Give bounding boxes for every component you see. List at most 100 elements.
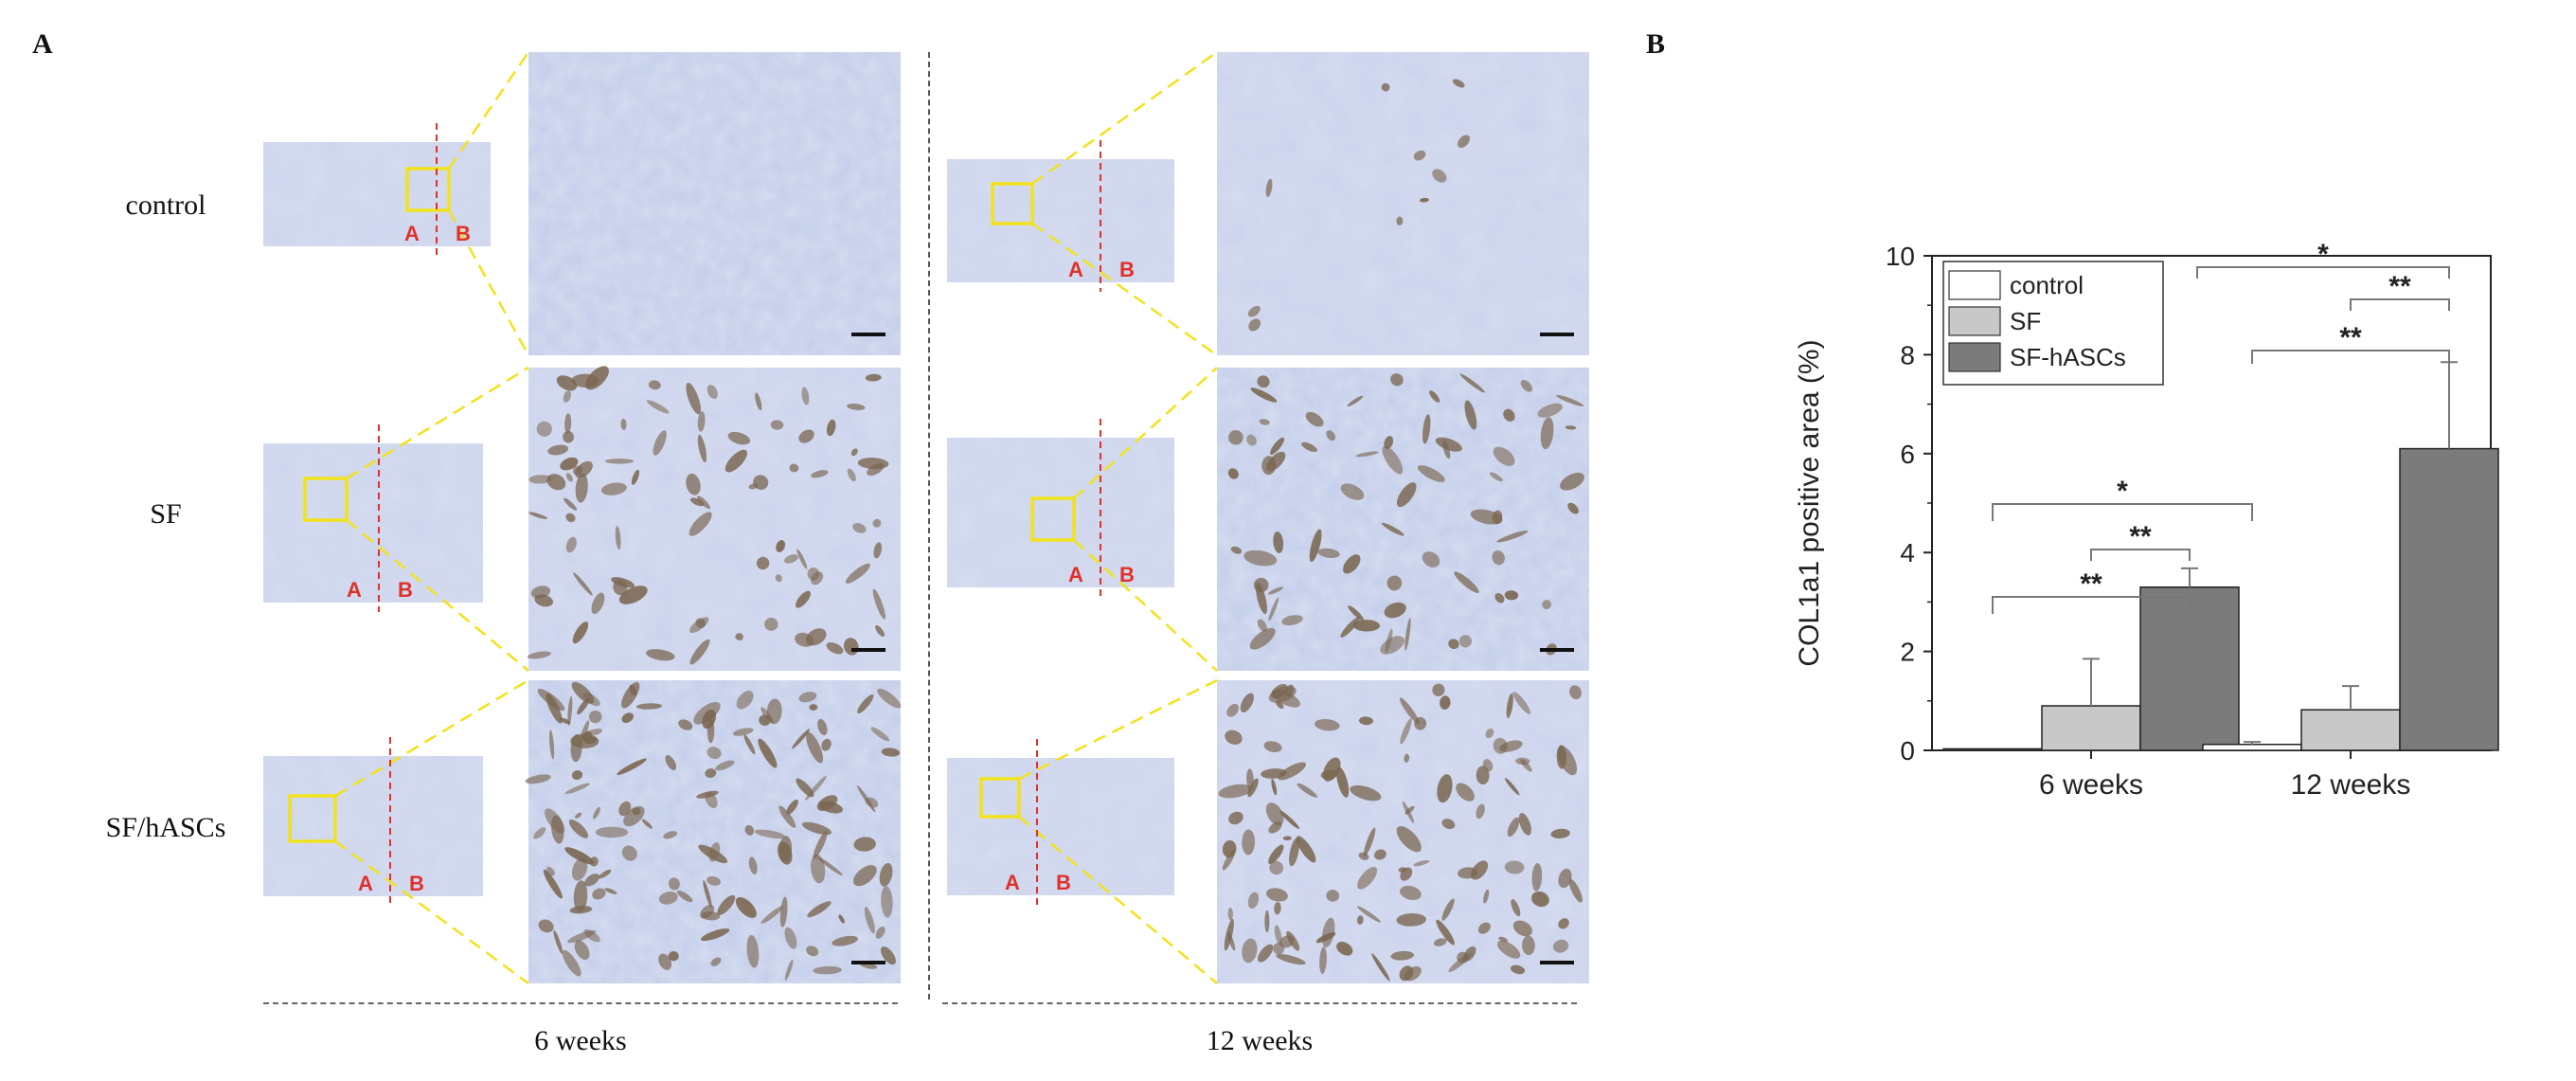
week-underline-12 xyxy=(942,1002,1577,1004)
collagen-deposit xyxy=(700,928,730,942)
collagen-deposit xyxy=(870,727,890,742)
collagen-deposit xyxy=(1452,79,1465,88)
week-underline-6 xyxy=(263,1002,898,1004)
collagen-deposit xyxy=(1381,82,1390,92)
collagen-deposit xyxy=(564,497,578,511)
collagen-deposit xyxy=(1347,395,1364,407)
collagen-deposit xyxy=(1242,938,1258,964)
collagen-deposit xyxy=(573,880,588,912)
collagen-deposit xyxy=(569,906,593,914)
collagen-deposit xyxy=(1356,906,1382,923)
collagen-deposit xyxy=(1569,685,1582,700)
collagen-deposit xyxy=(798,429,814,443)
micrograph-thumb-texture-r2c0 xyxy=(263,756,483,896)
scale-bar xyxy=(851,333,886,336)
collagen-deposit xyxy=(1222,839,1237,858)
collagen-deposit xyxy=(770,420,784,430)
collagen-deposit xyxy=(543,869,563,899)
collagen-deposit xyxy=(881,946,896,965)
collagen-deposit xyxy=(1363,827,1376,856)
collagen-deposit xyxy=(796,590,811,608)
significance-stars: ** xyxy=(2080,568,2102,600)
collagen-deposit xyxy=(735,896,757,918)
collagen-deposit xyxy=(816,795,838,811)
collagen-deposit xyxy=(565,473,573,482)
y-tick-label: 10 xyxy=(1886,242,1915,271)
collagen-deposit xyxy=(1463,946,1476,962)
y-tick-label: 8 xyxy=(1900,340,1915,369)
collagen-deposit xyxy=(1413,859,1430,867)
collagen-deposit xyxy=(1321,917,1335,947)
collagen-deposit xyxy=(1382,445,1404,475)
region-label-b: B xyxy=(456,222,471,245)
collagen-deposit xyxy=(1265,178,1273,197)
collagen-deposit xyxy=(1511,899,1521,917)
collagen-deposit xyxy=(1384,436,1394,449)
significance-stars: ** xyxy=(2388,271,2411,302)
collagen-deposit xyxy=(1309,529,1322,563)
collagen-deposit xyxy=(1315,718,1340,731)
collagen-deposit xyxy=(538,919,554,933)
collagen-deposit xyxy=(707,718,715,744)
collagen-deposit xyxy=(873,542,883,559)
collagen-deposit xyxy=(641,819,653,829)
collagen-deposit xyxy=(621,712,634,724)
bar-SF-0 xyxy=(2041,705,2141,751)
collagen-deposit xyxy=(599,869,612,879)
zoom-box xyxy=(1030,496,1076,542)
collagen-deposit xyxy=(548,730,555,760)
micrograph-texture-r0c0 xyxy=(528,52,901,355)
collagen-deposit xyxy=(1257,375,1270,388)
collagen-deposit xyxy=(776,540,786,552)
bar-SF-1 xyxy=(2300,709,2401,751)
collagen-deposit xyxy=(857,694,874,714)
collagen-deposit xyxy=(553,929,564,955)
region-label-b: B xyxy=(1119,258,1135,281)
collagen-deposit xyxy=(546,693,563,724)
collagen-deposit xyxy=(1448,639,1459,649)
collagen-deposit xyxy=(778,841,793,865)
collagen-deposit xyxy=(589,856,599,867)
collagen-deposit xyxy=(817,718,828,736)
collagen-deposit xyxy=(1281,615,1303,626)
collagen-deposit xyxy=(766,698,782,725)
collagen-deposit xyxy=(1269,860,1284,875)
collagen-deposit xyxy=(572,622,589,644)
zoom-line xyxy=(1073,539,1218,672)
significance-bracket xyxy=(2350,298,2450,311)
collagen-deposit xyxy=(1247,305,1261,317)
collagen-deposit xyxy=(563,390,572,403)
collagen-deposit xyxy=(604,458,634,464)
collagen-deposit xyxy=(705,792,718,808)
collagen-deposit xyxy=(779,896,788,928)
collagen-deposit xyxy=(1432,169,1447,183)
region-label-a: A xyxy=(404,222,420,245)
collagen-deposit xyxy=(1520,380,1533,392)
region-label-b: B xyxy=(1119,563,1135,586)
collagen-deposit xyxy=(881,886,893,918)
collagen-deposit xyxy=(727,431,751,445)
collagen-deposit xyxy=(796,549,808,569)
collagen-deposit xyxy=(568,819,589,838)
zoom-line xyxy=(447,51,530,170)
collagen-deposit xyxy=(1381,522,1404,536)
collagen-deposit xyxy=(604,888,617,894)
collagen-deposit xyxy=(1273,531,1284,553)
collagen-deposit xyxy=(631,469,640,485)
collagen-deposit xyxy=(746,934,760,968)
collagen-deposit xyxy=(1225,730,1243,745)
collagen-deposit xyxy=(1352,620,1381,632)
collagen-deposit xyxy=(1266,451,1286,472)
collagen-deposit xyxy=(1224,918,1234,951)
significance-bracket xyxy=(2251,350,2450,364)
collagen-deposit xyxy=(575,460,593,478)
collagen-deposit xyxy=(617,758,647,775)
collagen-deposit xyxy=(1265,802,1284,826)
collagen-deposit xyxy=(1228,811,1243,825)
collagen-deposit xyxy=(546,474,566,491)
collagen-deposit xyxy=(1396,825,1422,853)
collagen-deposit xyxy=(1456,783,1475,802)
collagen-deposit xyxy=(567,695,573,727)
collagen-deposit xyxy=(1422,414,1431,444)
collagen-deposit xyxy=(646,649,675,661)
